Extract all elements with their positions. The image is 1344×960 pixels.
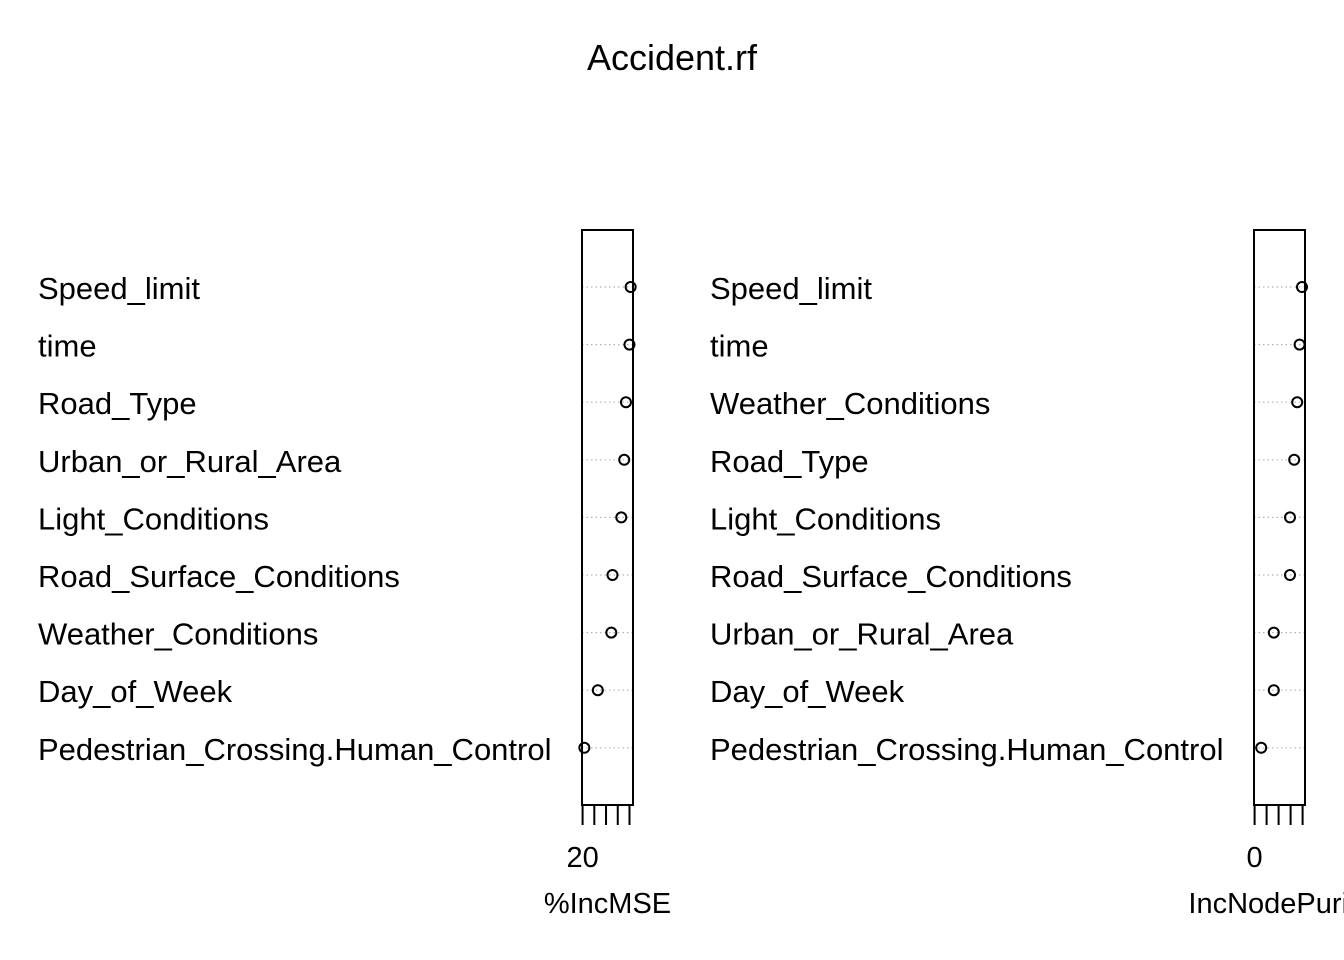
data-point — [1255, 741, 1268, 754]
variable-label: Road_Surface_Conditions — [38, 559, 400, 594]
variable-label: Light_Conditions — [38, 501, 269, 536]
x-axis-label: IncNodePurity — [1188, 888, 1344, 920]
data-point — [578, 741, 591, 754]
variable-label: time — [710, 329, 769, 364]
variable-label: time — [38, 329, 97, 364]
data-point — [605, 626, 618, 639]
variable-label: Day_of_Week — [710, 674, 905, 709]
variable-label: Pedestrian_Crossing.Human_Control — [710, 732, 1223, 767]
data-point — [1284, 569, 1296, 581]
data-point — [615, 511, 628, 524]
data-point — [618, 453, 631, 466]
variable-label: Road_Type — [710, 444, 869, 479]
variable-label: Light_Conditions — [710, 501, 941, 536]
variable-label: Speed_limit — [710, 271, 872, 306]
variable-label: Day_of_Week — [38, 674, 233, 709]
plot-frame — [1253, 229, 1306, 806]
variable-label: Weather_Conditions — [38, 617, 318, 652]
chart-title: Accident.rf — [587, 37, 758, 78]
data-point — [1267, 626, 1280, 639]
variable-label: Speed_limit — [38, 271, 200, 306]
variable-label: Weather_Conditions — [710, 386, 990, 421]
data-point — [1291, 396, 1304, 409]
data-point — [619, 396, 632, 409]
data-point — [1284, 511, 1296, 524]
variable-label: Urban_or_Rural_Area — [38, 444, 342, 479]
data-point — [591, 684, 604, 697]
data-point — [1267, 684, 1280, 697]
tick-label: 0 — [1247, 842, 1263, 874]
data-point — [606, 569, 619, 581]
variable-label: Pedestrian_Crossing.Human_Control — [38, 732, 551, 767]
data-point — [624, 281, 637, 293]
variable-label: Road_Surface_Conditions — [710, 559, 1072, 594]
tick-label: 20 — [566, 842, 598, 874]
data-point — [1296, 281, 1308, 293]
data-point — [1288, 453, 1301, 466]
plot-frame — [581, 229, 634, 806]
x-axis-label: %IncMSE — [544, 888, 671, 920]
variable-label: Road_Type — [38, 386, 197, 421]
variable-label: Urban_or_Rural_Area — [710, 617, 1014, 652]
data-point — [623, 338, 636, 351]
